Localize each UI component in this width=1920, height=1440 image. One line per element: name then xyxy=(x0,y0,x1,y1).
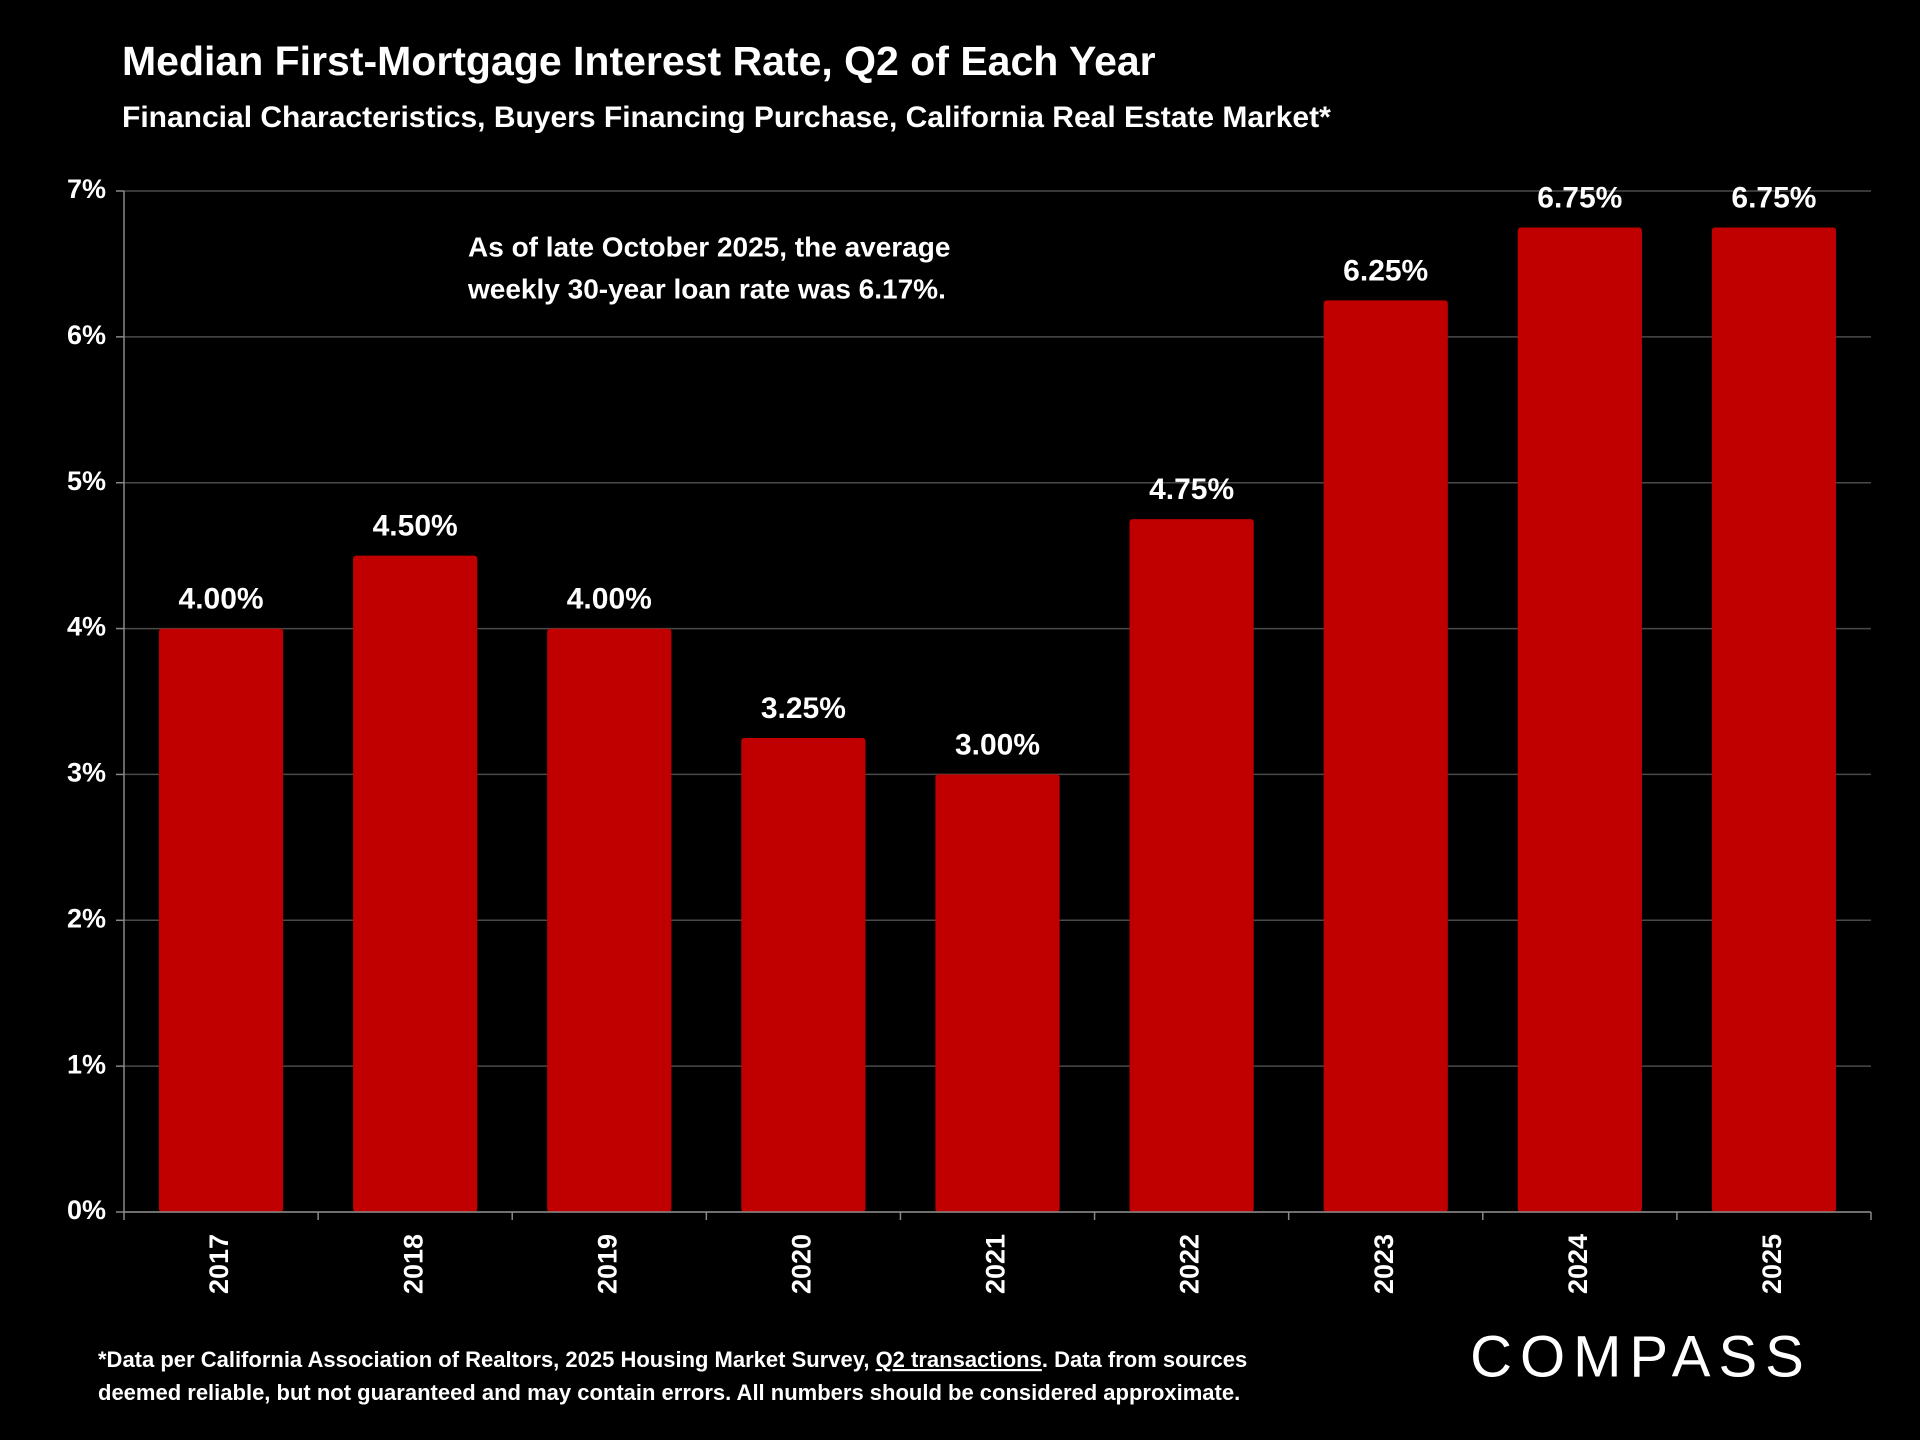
y-tick-label: 6% xyxy=(67,320,106,350)
x-tick-label: 2018 xyxy=(398,1234,428,1294)
chart-title: Median First-Mortgage Interest Rate, Q2 … xyxy=(122,38,1156,84)
x-tick-label: 2020 xyxy=(787,1234,817,1294)
bar xyxy=(547,628,672,1212)
value-label: 3.00% xyxy=(955,728,1040,761)
bar xyxy=(741,737,866,1212)
footnote-text: deemed reliable, but not guaranteed and … xyxy=(98,1380,1240,1405)
y-tick-label: 4% xyxy=(67,612,106,642)
bar xyxy=(1517,227,1642,1212)
annotation: weekly 30-year loan rate was 6.17%. xyxy=(467,273,946,304)
logo: COMPASS xyxy=(1470,1324,1812,1389)
annotation: As of late October 2025, the average xyxy=(468,231,950,262)
value-label: 4.75% xyxy=(1149,473,1234,506)
footnote-text: . Data from sources xyxy=(1042,1347,1247,1372)
x-tick-label: 2019 xyxy=(592,1234,622,1294)
value-label: 4.00% xyxy=(567,582,652,615)
y-tick-label: 0% xyxy=(67,1195,106,1225)
footnote: *Data per California Association of Real… xyxy=(98,1347,1247,1372)
bar xyxy=(353,555,478,1212)
value-label: 4.50% xyxy=(373,510,458,543)
chart-subtitle: Financial Characteristics, Buyers Financ… xyxy=(122,101,1331,134)
y-tick-label: 7% xyxy=(67,174,106,204)
y-tick-label: 2% xyxy=(67,903,106,933)
bar xyxy=(1129,519,1254,1212)
value-label: 6.25% xyxy=(1343,254,1428,287)
x-tick-label: 2024 xyxy=(1563,1234,1593,1294)
footnote-link: Q2 transactions xyxy=(876,1347,1042,1372)
footnote-text: *Data per California Association of Real… xyxy=(98,1347,876,1372)
value-label: 6.75% xyxy=(1537,181,1622,214)
bar xyxy=(158,628,284,1212)
y-tick-label: 5% xyxy=(67,466,106,496)
x-tick-label: 2021 xyxy=(981,1234,1011,1294)
x-tick-label: 2023 xyxy=(1369,1234,1399,1294)
x-tick-label: 2017 xyxy=(204,1234,234,1294)
footnote: deemed reliable, but not guaranteed and … xyxy=(98,1380,1240,1405)
bar xyxy=(935,774,1060,1212)
value-label: 3.25% xyxy=(761,692,846,725)
value-label: 4.00% xyxy=(179,582,264,615)
bar xyxy=(1711,227,1837,1212)
y-tick-label: 3% xyxy=(67,758,106,788)
value-label: 6.75% xyxy=(1731,181,1816,214)
x-tick-label: 2025 xyxy=(1757,1234,1787,1294)
bar xyxy=(1323,300,1448,1213)
x-tick-label: 2022 xyxy=(1175,1234,1205,1294)
y-tick-label: 1% xyxy=(67,1049,106,1079)
